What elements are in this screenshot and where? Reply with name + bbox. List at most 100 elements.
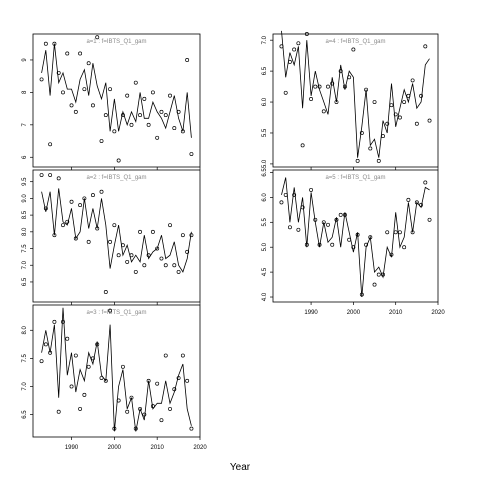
observation-point — [180, 129, 185, 134]
observation-point — [108, 87, 113, 92]
observation-point — [163, 113, 168, 118]
observation-point — [150, 404, 155, 409]
y-tick-label: 6.0 — [262, 97, 268, 106]
observation-point — [61, 90, 65, 95]
observation-point — [86, 61, 91, 66]
observation-point — [125, 259, 130, 264]
x-tick-label: 2020 — [193, 445, 207, 451]
observation-point — [163, 263, 168, 268]
observation-point — [90, 356, 95, 361]
observation-point — [410, 78, 415, 83]
observation-point — [90, 193, 95, 198]
observation-point — [180, 353, 185, 358]
observation-point — [296, 227, 301, 232]
observation-point — [155, 381, 160, 386]
observation-point — [129, 122, 134, 127]
observation-point — [43, 206, 48, 211]
observation-point — [52, 41, 57, 46]
observation-point — [393, 230, 398, 235]
x-tick-label: 2010 — [389, 310, 403, 316]
y-tick-label: 7 — [22, 123, 28, 127]
observation-point — [48, 350, 53, 355]
observation-point — [397, 230, 402, 235]
panel-2: a=2 : f=IBTS_Q1_gam 6.5 7.0 7.5 8.0 8.5 9.0 9.5 — [22, 169, 201, 305]
observation-point — [150, 90, 155, 95]
y-tick-label: 7.5 — [22, 244, 28, 253]
observation-point — [142, 263, 147, 268]
observation-point — [427, 217, 432, 222]
observation-point — [338, 212, 343, 217]
observation-point — [364, 87, 369, 92]
observation-point — [39, 77, 44, 82]
observation-point — [116, 253, 121, 258]
observation-point — [423, 180, 428, 185]
observation-point — [133, 426, 138, 431]
observation-point — [133, 269, 138, 274]
observation-point — [43, 41, 48, 46]
observation-point — [359, 292, 364, 297]
observation-point — [61, 223, 65, 228]
observation-point — [185, 249, 190, 254]
y-tick-label: 9 — [22, 58, 28, 62]
observation-point — [103, 290, 108, 294]
observation-point — [338, 69, 343, 74]
observation-point — [99, 139, 104, 143]
y-tick-label: 6.5 — [22, 410, 28, 419]
observation-point — [155, 135, 160, 140]
observation-point — [146, 122, 151, 127]
observation-point — [69, 199, 74, 204]
observation-point — [334, 217, 339, 222]
observation-point — [309, 187, 314, 192]
observation-point — [125, 409, 130, 414]
model-fit-line — [41, 307, 192, 432]
y-tick-label: 6.5 — [262, 168, 268, 177]
observation-point — [351, 47, 356, 52]
observation-point — [402, 245, 407, 250]
observation-point — [56, 409, 61, 414]
observation-point — [112, 426, 117, 431]
y-tick-label: 7.5 — [22, 354, 28, 363]
observation-point — [393, 112, 398, 117]
observation-point — [423, 44, 428, 49]
panel-title: a=4 : f=IBTS_Q1_gam — [325, 39, 385, 45]
observation-point — [108, 308, 113, 313]
observation-point — [176, 269, 181, 274]
x-tick-label: 2000 — [347, 310, 361, 316]
observation-point — [172, 126, 177, 131]
y-tick-label: 9.5 — [22, 177, 28, 186]
observation-point — [381, 134, 385, 139]
observation-point — [82, 392, 87, 397]
model-fit-line — [281, 177, 430, 298]
observation-point — [347, 75, 352, 80]
y-tick-label: 7.0 — [262, 35, 268, 44]
observation-point — [279, 200, 284, 205]
observation-point — [69, 384, 74, 389]
observation-point — [419, 93, 424, 98]
x-tick-label: 2010 — [150, 445, 164, 451]
observation-point — [189, 233, 194, 238]
observation-point — [313, 217, 318, 222]
observation-point — [159, 418, 164, 423]
observation-point — [142, 96, 147, 101]
y-tick-label: 8.0 — [22, 325, 28, 334]
observation-point — [138, 229, 143, 234]
observation-point — [372, 282, 377, 287]
observation-point — [78, 406, 83, 411]
observation-point — [304, 242, 309, 247]
y-tick-label: 5.0 — [262, 242, 268, 251]
observation-point — [95, 226, 100, 231]
panel-4: a=4 : f=IBTS_Q1_gam 5.0 5.5 6.0 6.5 7.0 — [262, 30, 439, 170]
observation-point — [419, 202, 424, 207]
observation-point — [376, 158, 381, 163]
y-tick-label: 8 — [22, 90, 28, 94]
y-tick-label: 7.0 — [22, 260, 28, 269]
observation-point — [326, 222, 330, 227]
observation-point — [146, 253, 151, 258]
observation-point — [304, 32, 309, 36]
observation-point — [414, 121, 419, 126]
observation-point — [185, 58, 190, 62]
observation-point — [78, 203, 83, 208]
observation-point — [180, 233, 185, 238]
observation-point — [86, 239, 91, 244]
